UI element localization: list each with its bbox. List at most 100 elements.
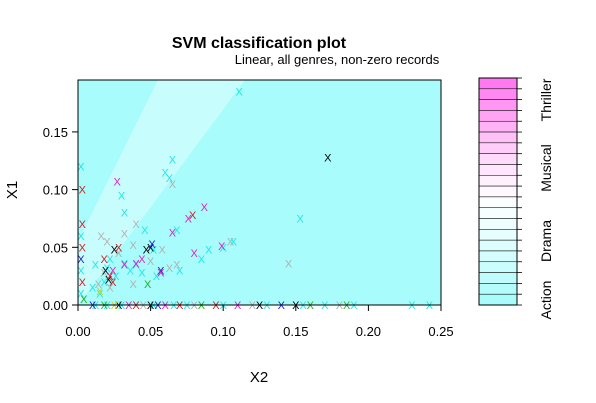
- data-point-black: X: [143, 245, 151, 257]
- colorbar-label-drama: Drama: [538, 220, 554, 262]
- data-point-yellow: X: [111, 300, 119, 312]
- colorbar-label-musical: Musical: [538, 144, 554, 191]
- y-axis-label: X1: [4, 181, 21, 199]
- data-point-gray: X: [249, 300, 257, 312]
- data-point-yellow: X: [96, 286, 104, 298]
- y-tick-label: 0.05: [43, 240, 68, 255]
- data-point-magenta: X: [138, 254, 146, 266]
- data-point-cyan: X: [296, 213, 304, 225]
- colorbar-cell: [478, 250, 518, 263]
- data-point-cyan: X: [426, 300, 434, 312]
- data-point-green: X: [343, 300, 351, 312]
- data-point-gray: X: [336, 300, 344, 312]
- x-tick-label: 0.25: [428, 324, 453, 339]
- data-point-cyan: X: [112, 271, 120, 283]
- data-point-cyan: X: [299, 300, 307, 312]
- data-point-cyan: X: [150, 300, 158, 312]
- data-point-red: X: [212, 300, 220, 312]
- data-point-cyan: X: [138, 268, 146, 280]
- data-point-blue: X: [77, 254, 85, 266]
- data-point-black: X: [105, 275, 113, 287]
- colorbar-label-action: Action: [538, 281, 554, 320]
- colorbar-cell: [478, 185, 518, 198]
- colorbar-cell: [478, 175, 518, 187]
- data-point-red: X: [132, 300, 140, 312]
- data-point-cyan: X: [121, 208, 129, 220]
- data-point-cyan: X: [141, 225, 149, 237]
- data-point-cyan: X: [121, 258, 129, 270]
- data-point-cyan: X: [127, 265, 135, 277]
- data-point-gray: X: [132, 219, 140, 231]
- colorbar-cell: [478, 207, 518, 219]
- data-point-magenta: X: [132, 258, 140, 270]
- colorbar-cell: [478, 261, 518, 273]
- data-point-gray: X: [166, 263, 174, 275]
- colorbar-frame: [478, 77, 518, 306]
- data-point-red: X: [176, 300, 184, 312]
- data-point-red: X: [79, 185, 87, 197]
- data-point-cyan: X: [173, 225, 181, 237]
- data-point-magenta: X: [234, 300, 242, 312]
- colorbar-cell: [478, 142, 518, 154]
- colorbar-label-thriller: Thriller: [538, 78, 554, 121]
- data-point-gray: X: [169, 179, 177, 191]
- data-point-cyan: X: [263, 300, 271, 312]
- x-tick-label: 0.10: [211, 324, 236, 339]
- data-point-black: X: [115, 300, 123, 312]
- data-point-blue: X: [154, 300, 162, 312]
- data-point-cyan: X: [230, 237, 238, 249]
- data-point-black: X: [147, 242, 155, 254]
- colorbar-cell: [478, 77, 518, 90]
- colorbar-cell: [478, 164, 518, 176]
- data-point-gray: X: [100, 268, 108, 280]
- colorbar-cell: [478, 99, 518, 111]
- data-point-magenta: X: [114, 177, 122, 189]
- data-point-black: X: [102, 265, 110, 277]
- data-point-cyan: X: [205, 245, 213, 257]
- chart-subtitle: Linear, all genres, non-zero records: [235, 52, 440, 67]
- data-point-cyan: X: [96, 288, 104, 300]
- data-point-magenta: X: [218, 241, 226, 253]
- y-tick-label: 0.00: [43, 298, 68, 313]
- plot-area: [78, 80, 441, 305]
- data-point-cyan: X: [118, 300, 126, 312]
- data-point-cyan: X: [170, 300, 178, 312]
- data-point-blue: X: [157, 265, 165, 277]
- data-point-cyan: X: [106, 254, 114, 266]
- colorbar-cell: [478, 88, 518, 100]
- data-point-gray: X: [130, 279, 138, 291]
- data-point-cyan: X: [118, 190, 126, 202]
- data-point-cyan: X: [236, 87, 244, 99]
- data-point-magenta: X: [109, 265, 117, 277]
- data-point-blue: X: [89, 300, 97, 312]
- data-point-cyan: X: [132, 260, 140, 272]
- data-point-red: X: [189, 210, 197, 222]
- data-point-cyan: X: [408, 300, 416, 312]
- plot-frame: [77, 79, 442, 306]
- y-tick-label: 0.10: [43, 183, 68, 198]
- data-point-gray: X: [159, 245, 167, 257]
- data-point-cyan: X: [169, 155, 177, 167]
- data-point-gray: X: [98, 231, 106, 243]
- x-tick-label: 0.15: [283, 324, 308, 339]
- data-point-gray: X: [140, 300, 148, 312]
- data-point-gray: X: [285, 258, 293, 270]
- data-point-cyan: X: [166, 173, 174, 185]
- data-point-gray: X: [115, 248, 123, 260]
- data-point-magenta: X: [157, 268, 165, 280]
- colorbar-cell: [478, 110, 518, 122]
- data-point-red: X: [100, 254, 108, 266]
- colorbar-cell: [478, 293, 518, 306]
- data-point-gray: X: [130, 240, 138, 252]
- data-point-cyan: X: [89, 283, 97, 295]
- data-point-blue: X: [278, 300, 286, 312]
- data-point-black: X: [111, 245, 119, 257]
- colorbar-cell: [478, 229, 518, 241]
- chart-title: SVM classification plot: [172, 35, 347, 52]
- data-point-gray: X: [190, 300, 198, 312]
- data-point-gray: X: [106, 283, 114, 295]
- y-tick-label: 0.15: [43, 125, 68, 140]
- data-point-magenta: X: [190, 248, 198, 260]
- data-point-magenta: X: [201, 202, 209, 214]
